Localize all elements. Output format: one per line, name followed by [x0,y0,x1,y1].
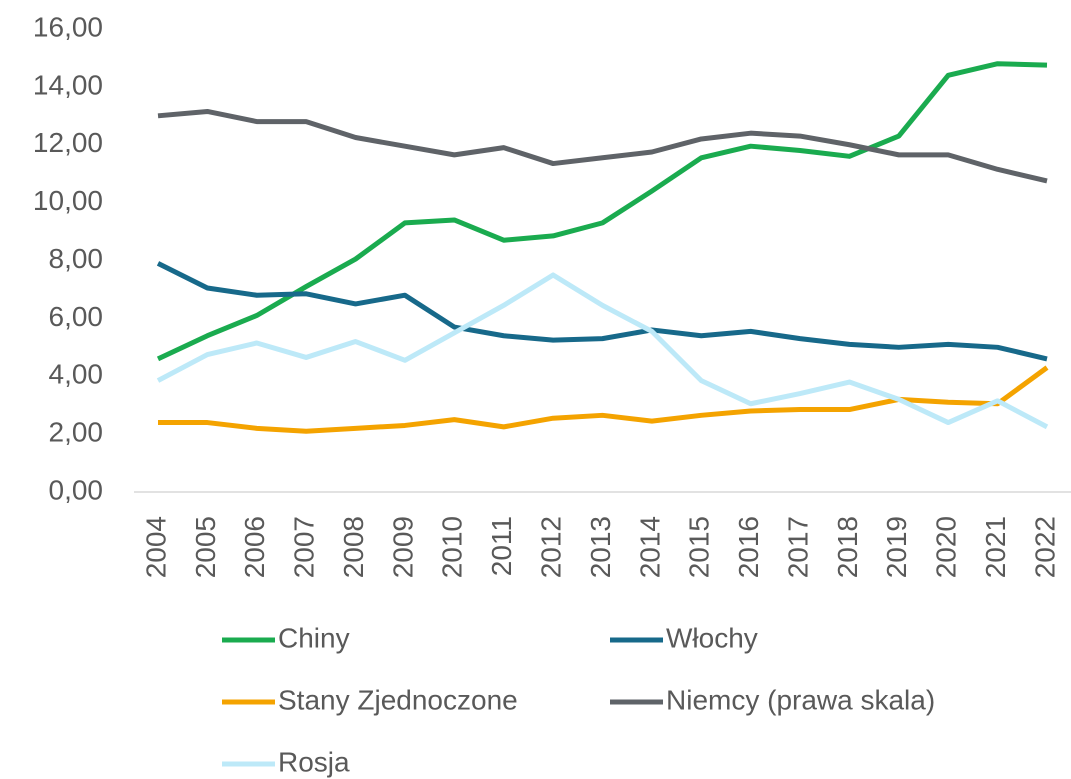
x-tick-label: 2004 [140,516,171,578]
legend-label: Chiny [278,622,350,653]
y-tick-label: 16,00 [33,11,103,42]
y-tick-label: 10,00 [33,185,103,216]
x-tick-label: 2019 [881,516,912,578]
x-tick-label: 2014 [634,516,665,578]
x-tick-label: 2022 [1029,516,1060,578]
y-tick-label: 4,00 [49,359,104,390]
series-line [158,365,1049,434]
series-line [156,261,1048,362]
y-tick-label: 6,00 [49,301,104,332]
x-tick-label: 2013 [585,516,616,578]
y-tick-label: 14,00 [33,69,103,100]
x-tick-label: 2009 [387,516,418,578]
x-tick-label: 2018 [832,516,863,578]
series-line [157,108,1048,184]
x-tick-label: 2017 [782,516,813,578]
legend-label: Niemcy (prawa skala) [666,684,935,715]
series-line [156,272,1049,430]
x-tick-label: 2011 [486,516,517,576]
series-line [156,61,1048,362]
x-tick-label: 2006 [239,516,270,578]
x-tick-label: 2012 [536,516,567,578]
x-tick-label: 2021 [980,516,1011,578]
x-tick-label: 2008 [338,516,369,578]
y-tick-label: 8,00 [49,243,104,274]
y-tick-label: 12,00 [33,127,103,158]
x-tick-label: 2010 [437,516,468,578]
x-tick-label: 2007 [289,516,320,578]
y-tick-label: 0,00 [49,474,104,505]
x-tick-label: 2005 [190,516,221,578]
x-tick-label: 2020 [931,516,962,578]
x-tick-label: 2016 [733,516,764,578]
legend-label: Włochy [666,622,758,653]
x-tick-label: 2015 [684,516,715,578]
y-tick-label: 2,00 [49,417,104,448]
legend-label: Stany Zjednoczone [278,684,518,715]
legend-label: Rosja [278,746,350,777]
